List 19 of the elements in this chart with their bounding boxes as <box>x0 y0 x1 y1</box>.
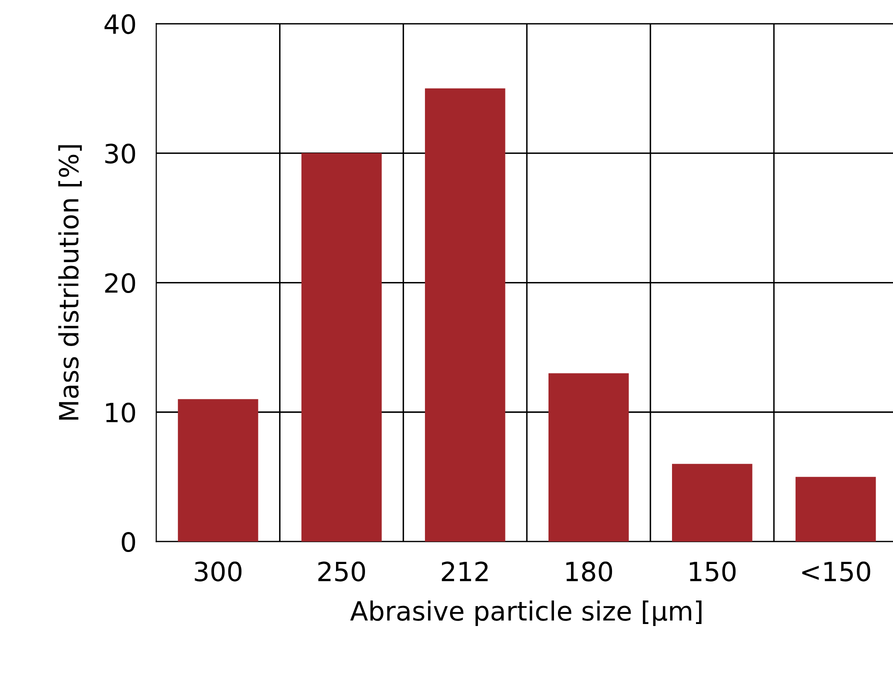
y-tick-label: 30 <box>105 144 136 164</box>
bar <box>424 88 506 542</box>
y-tick-label: 20 <box>105 273 136 294</box>
x-tick-label: 212 <box>442 562 488 582</box>
x-tick-label: 300 <box>194 562 242 582</box>
x-tick-label: 180 <box>566 562 612 582</box>
x-axis-title: Abrasive particle size [μm] <box>350 600 702 626</box>
y-tick-label: 0 <box>122 532 136 552</box>
y-tick-label: 10 <box>106 402 136 423</box>
y-tick-label: 40 <box>104 14 136 34</box>
x-tick-label: <150 <box>802 562 870 582</box>
bar <box>178 399 258 542</box>
bar <box>548 373 629 542</box>
bar <box>301 153 382 542</box>
y-axis-title: Mass distribution [%] <box>58 145 82 420</box>
bar <box>672 464 752 542</box>
x-tick-label: 250 <box>318 562 366 582</box>
x-tick-label: 150 <box>690 562 736 582</box>
bar <box>796 476 876 542</box>
